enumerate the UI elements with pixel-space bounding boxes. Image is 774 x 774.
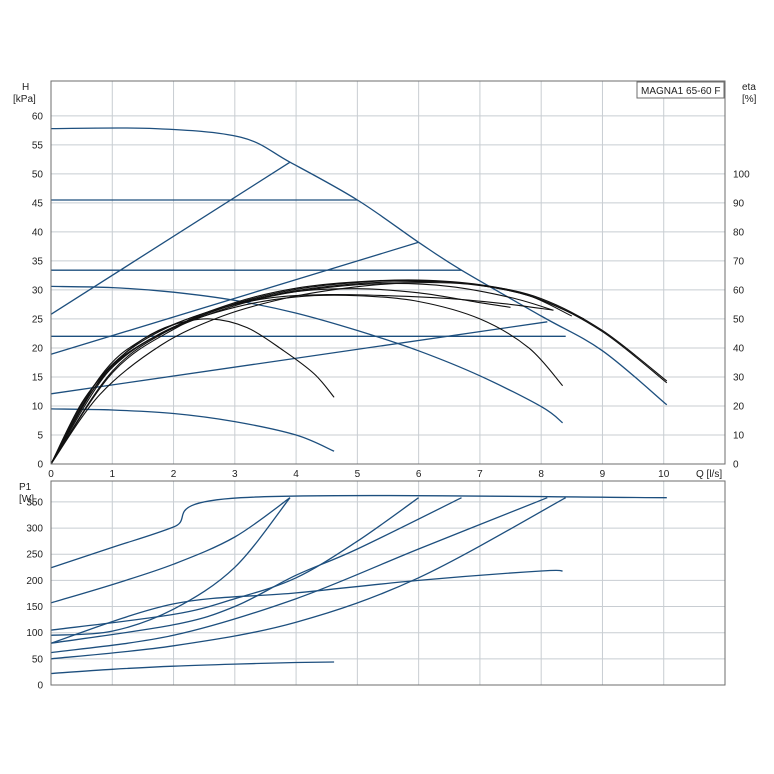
- head-grid: [50, 81, 725, 465]
- efficiency-tick-label: 80: [733, 227, 745, 238]
- flow-tick-label: 4: [293, 469, 299, 480]
- efficiency-curve: [50, 293, 554, 465]
- power-tick-label: 150: [26, 602, 43, 613]
- efficiency-curve: [50, 280, 573, 465]
- head-tick-label: 55: [32, 140, 44, 151]
- head-tick-label: 10: [32, 401, 44, 412]
- flow-tick-label: 0: [48, 469, 54, 480]
- power-panel: 0 50 100 150 200 250 300 350 P1 [W]: [19, 480, 726, 692]
- power-tick-label: 100: [26, 628, 43, 639]
- flow-tick-label: 9: [600, 469, 606, 480]
- flow-tick-label: 10: [658, 469, 670, 480]
- power-curve: [50, 497, 462, 644]
- head-tick-label: 5: [37, 430, 43, 441]
- power-tick-label: 250: [26, 550, 43, 561]
- head-efficiency-curves: [50, 279, 668, 465]
- flow-tick-label: 1: [109, 469, 115, 480]
- efficiency-tick-label: 0: [733, 460, 739, 471]
- head-tick-labels: 0 5 10 15 20 25 30 35 40 45 50 55 60: [32, 111, 44, 470]
- flow-tick-label: 8: [538, 469, 544, 480]
- efficiency-curve: [50, 279, 668, 465]
- flow-tick-label: 6: [416, 469, 422, 480]
- efficiency-curve: [50, 282, 554, 465]
- efficiency-curve: [50, 281, 585, 465]
- head-tick-label: 25: [32, 314, 44, 325]
- flow-axis-label: Q [l/s]: [696, 469, 722, 480]
- head-tick-label: 20: [32, 343, 44, 354]
- efficiency-tick-label: 60: [733, 285, 745, 296]
- power-curve: [50, 494, 667, 569]
- head-curve: [50, 285, 564, 424]
- power-frame: [50, 480, 726, 686]
- head-tick-label: 50: [32, 169, 44, 180]
- power-curve: [50, 497, 567, 660]
- head-curve: [50, 127, 668, 406]
- power-tick-label: 200: [26, 576, 43, 587]
- model-label-box: [636, 81, 725, 99]
- power-tick-label: 50: [32, 654, 44, 665]
- flow-tick-label: 3: [232, 469, 238, 480]
- efficiency-tick-label: 20: [733, 401, 745, 412]
- model-label: MAGNA1 65-60 F: [641, 86, 720, 97]
- flow-tick-labels: 0 1 2 3 4 5 6 7 8 9 10: [48, 469, 670, 480]
- efficiency-tick-label: 40: [733, 343, 745, 354]
- power-tick-labels: 0 50 100 150 200 250 300 350: [26, 497, 43, 691]
- flow-tick-label: 2: [171, 469, 177, 480]
- power-axis-symbol: P1: [19, 482, 32, 493]
- efficiency-axis-symbol: eta: [742, 82, 756, 93]
- head-tick-label: 0: [37, 460, 43, 471]
- power-curve: [50, 569, 563, 644]
- efficiency-tick-label: 100: [733, 169, 750, 180]
- head-tick-label: 45: [32, 198, 44, 209]
- head-curve: [50, 408, 335, 452]
- head-tick-label: 40: [32, 227, 44, 238]
- head-curve: [50, 321, 548, 395]
- power-curves: [50, 494, 667, 675]
- head-curve: [50, 241, 419, 355]
- flow-tick-label: 7: [477, 469, 483, 480]
- head-axis-unit: [kPa]: [13, 94, 36, 105]
- efficiency-tick-label: 10: [733, 430, 745, 441]
- head-axis-symbol: H: [22, 82, 29, 93]
- efficiency-curve: [50, 288, 511, 465]
- power-curve: [50, 497, 548, 654]
- power-curve: [50, 497, 291, 636]
- efficiency-tick-label: 90: [733, 198, 745, 209]
- head-blue-curves: [50, 127, 668, 452]
- efficiency-curve: [50, 279, 668, 465]
- head-curve: [50, 161, 291, 315]
- power-tick-label: 350: [26, 497, 43, 508]
- power-curve: [50, 497, 291, 604]
- efficiency-axis-unit: [%]: [742, 94, 757, 105]
- power-axis-unit: [W]: [19, 494, 34, 505]
- flow-tick-label: 5: [355, 469, 361, 480]
- efficiency-tick-label: 50: [733, 314, 745, 325]
- efficiency-tick-label: 70: [733, 256, 745, 267]
- head-tick-label: 35: [32, 256, 44, 267]
- head-tick-label: 30: [32, 285, 44, 296]
- power-tick-label: 0: [37, 681, 43, 692]
- head-tick-label: 60: [32, 111, 44, 122]
- power-tick-label: 300: [26, 524, 43, 535]
- head-frame: [50, 80, 726, 465]
- power-curve: [50, 497, 419, 631]
- head-tick-label: 15: [32, 372, 44, 383]
- efficiency-tick-labels: 0 10 20 30 40 50 60 70 80 90 100: [733, 169, 750, 470]
- power-curve: [50, 661, 335, 675]
- efficiency-tick-label: 30: [733, 372, 745, 383]
